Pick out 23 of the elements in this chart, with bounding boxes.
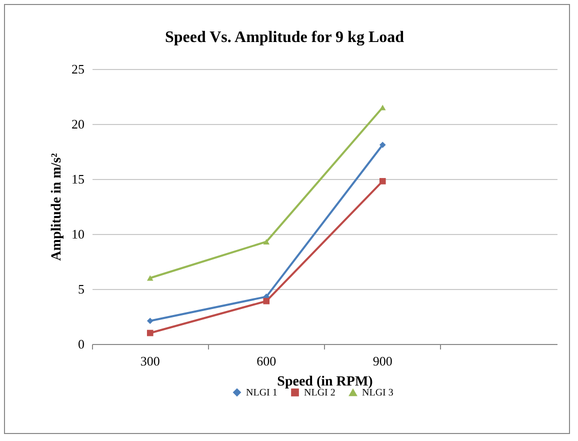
y-tick-label: 5 (78, 282, 84, 296)
point (146, 275, 154, 281)
point (379, 142, 386, 148)
legend-label: NLGI 1 (246, 387, 278, 398)
point (263, 238, 270, 244)
x-tick-label: 600 (256, 354, 276, 368)
x-tick-label: 900 (372, 354, 392, 368)
point (379, 178, 386, 184)
legend-label: NLGI 3 (362, 388, 394, 399)
point (146, 318, 154, 324)
point (263, 298, 270, 304)
chart-title: Speed Vs. Amplitude for 9 kg Load (164, 29, 404, 46)
y-tick-label: 25 (72, 62, 84, 76)
y-axis-title: Amplitude in m/s² (50, 153, 64, 261)
x-tick-label: 300 (140, 354, 160, 368)
y-tick-label: 20 (72, 116, 84, 132)
point (146, 330, 154, 336)
y-tick-label: 15 (72, 172, 84, 186)
legend-label: NLGI 2 (304, 387, 336, 398)
x-axis-title: Speed (in RPM) (277, 374, 374, 390)
y-tick-label: 10 (72, 226, 84, 242)
point (379, 104, 386, 110)
y-tick-label: 0 (78, 336, 84, 352)
